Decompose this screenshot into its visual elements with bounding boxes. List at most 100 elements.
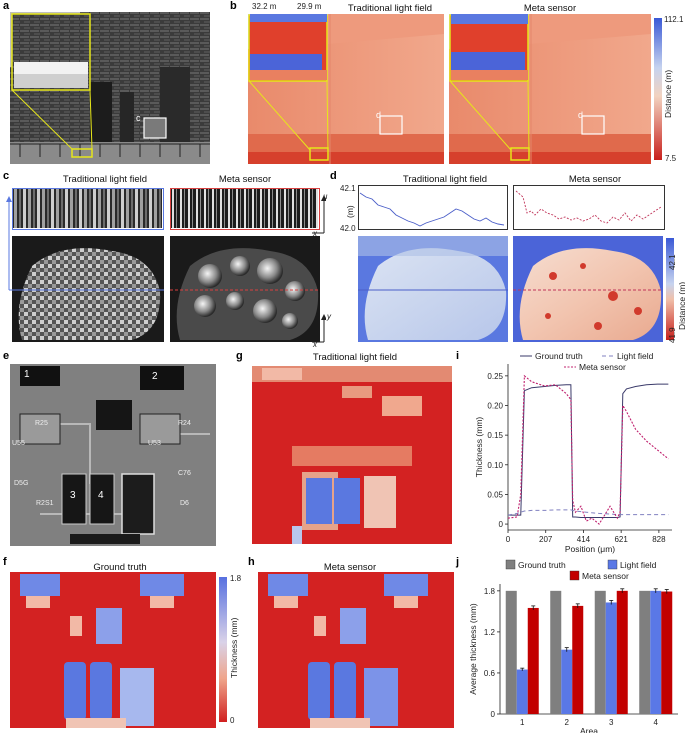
j-bar [572,605,584,714]
i-y-tick-label: 0.25 [487,372,503,381]
c-axis-x-bottom: x [313,340,317,349]
j-legend-label: Light field [620,560,657,570]
e-chip-2: 2 [152,371,158,382]
c-axis-y: y [327,312,331,321]
j-legend-swatch [569,570,580,581]
i-x-tick-label: 828 [652,535,666,544]
i-x-label: Position (μm) [565,544,615,554]
e-chip-3: 3 [70,490,76,501]
f-colorbar-max: 1.8 [230,574,242,583]
i-x-tick-label: 207 [539,535,553,544]
c-rock-right [170,236,320,342]
f-ground-truth-map [10,572,216,728]
j-x-label: Area [580,726,598,733]
d-y-max: 42.1 [340,184,356,193]
h-meta-map [258,572,454,728]
i-series-line-2 [507,374,669,525]
j-bar [550,590,562,714]
j-x-tick-label: 2 [565,718,570,727]
b-title-left: Traditional light field [347,3,433,14]
j-bar [527,607,539,714]
d-title-right: Meta sensor [568,174,622,185]
j-legend-swatch [607,559,618,570]
e-chip-4: 4 [98,490,104,501]
i-x-tick-label: 0 [506,535,511,544]
g-thickness-map [252,366,452,544]
j-x-tick-label: 4 [654,718,659,727]
i-x-tick-label: 621 [614,535,628,544]
panel-label-i: i [456,350,460,362]
panel-label-g: g [236,350,243,362]
i-y-tick-label: 0.15 [487,431,503,440]
panel-label-b: b [230,0,237,12]
i-y-tick-label: 0.10 [487,461,503,470]
b-inset-min: 29.9 m [297,2,322,11]
d-colorbar-min: 41.9 [668,327,677,343]
j-x-tick-label: 1 [520,718,525,727]
b-roi-label-left: d [376,110,382,120]
d-y-unit: (m) [345,205,355,218]
panel-b-depth-map-left [248,14,444,164]
b-colorbar-label: Distance (m) [663,69,673,118]
i-series-line-1 [507,509,669,516]
i-y-tick-label: 0.20 [487,402,503,411]
d-title-left: Traditional light field [402,174,488,185]
j-bar [650,590,662,714]
e-text-d5g: D5G [14,480,29,487]
e-text-u55: U55 [12,440,25,447]
j-bar [616,590,628,714]
d-colorbar-label: Distance (m) [677,281,685,330]
e-text-c76: C76 [178,470,191,477]
j-legend-label: Meta sensor [582,571,629,581]
panel-label-h: h [248,556,255,568]
d-depth-right [513,236,663,342]
panel-label-d: d [330,170,337,182]
i-series-line-0 [508,383,669,519]
i-legend-label: Meta sensor [579,362,626,372]
d-profile-left [358,185,508,230]
panel-label-e: e [3,350,10,362]
b-colorbar-max: 112.1 [664,15,684,24]
e-pcb-photo [10,364,216,546]
c-axis-u: u [323,192,328,201]
j-y-label: Average thickness (mm) [468,603,478,695]
i-y-tick-label: 0 [499,520,504,529]
j-bar [594,590,606,714]
j-y-tick-label: 0 [491,710,496,719]
h-title: Meta sensor [323,562,377,573]
panel-label-a: a [3,0,10,12]
j-legend-swatch [505,559,516,570]
i-legend-label: Ground truth [535,351,583,361]
j-bar [505,590,517,714]
b-colorbar-min: 7.5 [665,154,677,163]
c-title-right: Meta sensor [218,174,272,185]
b-inset-max: 32.2 m [252,2,277,11]
c-rock-left [12,236,164,342]
panel-b-depth-map-right [449,14,651,164]
b-roi-label-right: d [578,110,584,120]
d-colorbar-max: 42.1 [668,254,677,270]
g-title: Traditional light field [312,352,398,363]
c-epi-left [12,188,164,230]
panel-label-j: j [456,556,460,568]
j-bar [605,602,617,714]
j-x-tick-label: 3 [609,718,614,727]
j-bar [561,649,573,714]
f-colorbar-min: 0 [230,716,235,725]
i-x-tick-label: 414 [577,535,591,544]
roi-label-c: c [136,113,141,123]
e-chip-1: 1 [24,369,30,380]
d-depth-left [358,236,508,342]
j-legend-label: Ground truth [518,560,566,570]
c-epi-right [170,188,320,230]
panel-a-building-photo [10,12,210,164]
j-y-tick-label: 1.8 [484,587,496,596]
f-colorbar-label: Thickness (mm) [229,617,239,678]
b-colorbar [654,18,662,160]
c-link-arrow [6,196,14,291]
c-axis-arrows-bottom [312,314,326,343]
c-axis-arrows-top [312,195,326,234]
e-text-u53: U53 [148,440,161,447]
e-text-d6: D6 [180,500,189,507]
b-title-right: Meta sensor [523,3,577,14]
